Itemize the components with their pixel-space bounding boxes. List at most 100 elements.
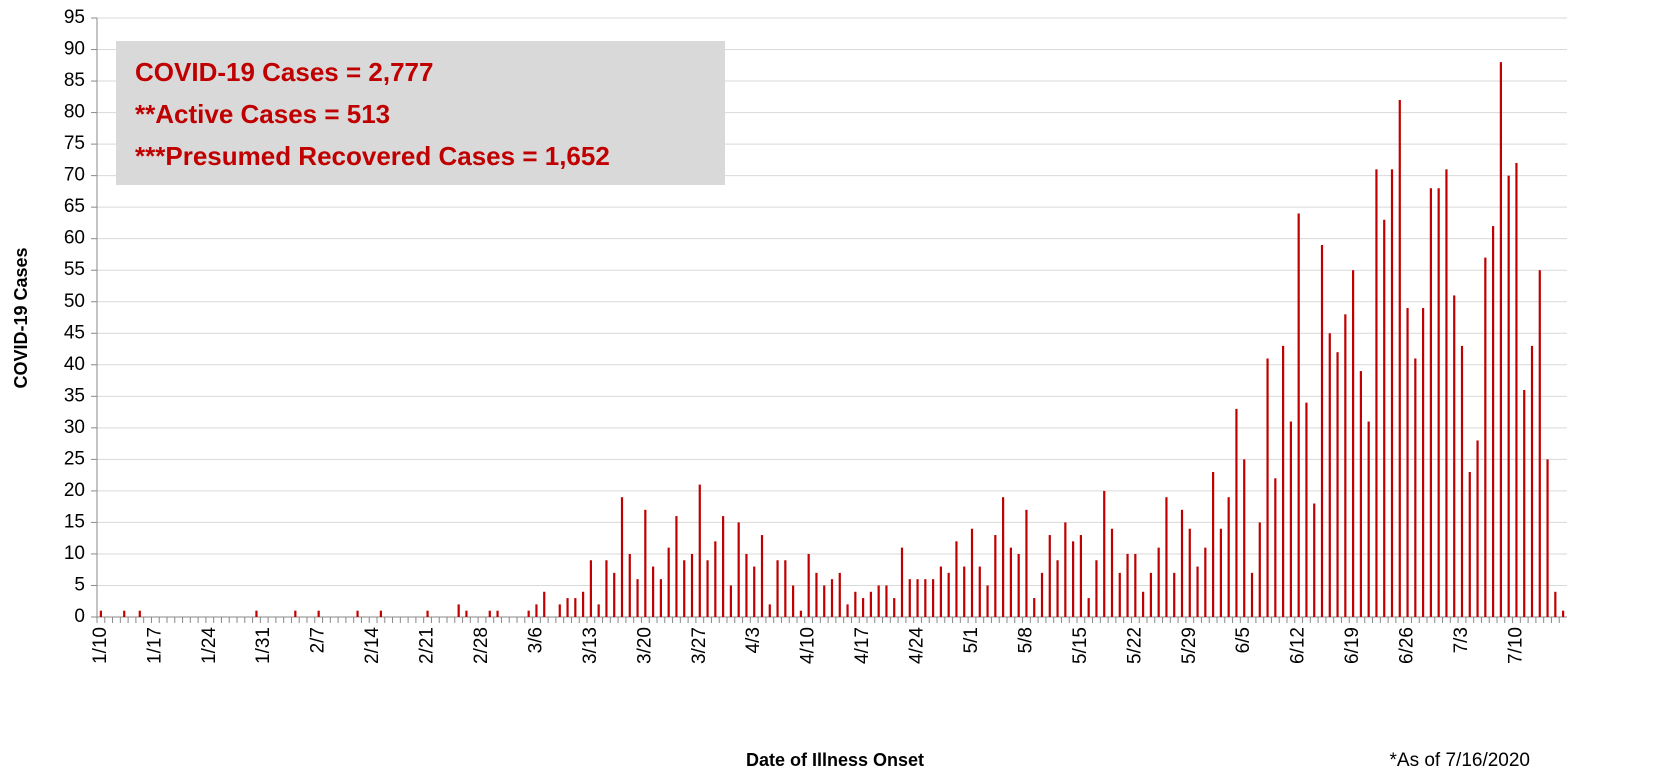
bar [854,591,857,617]
bar [1460,345,1464,617]
x-tick-label: 1/31 [253,627,274,664]
bar [970,528,974,617]
x-tick-label: 4/3 [743,627,764,653]
bar [1414,358,1417,617]
bar [823,585,826,617]
bar [317,610,320,617]
bar [1180,509,1184,617]
bar [714,541,717,617]
bar [737,522,740,617]
bar [1359,371,1362,617]
bar [1188,528,1191,617]
x-tick-label: 5/22 [1124,627,1145,664]
bar [1515,163,1518,617]
bar [799,610,802,617]
bar [613,572,616,617]
x-tick-label: 4/10 [798,627,819,664]
bar [706,560,709,617]
bar [1538,270,1541,617]
bar [939,566,942,617]
bar [698,484,701,617]
bar [1468,471,1471,617]
y-tick-label: 40 [64,354,85,375]
bar [1009,547,1012,617]
bar [963,566,966,617]
bar [1258,522,1261,617]
bar [722,516,725,617]
y-tick-label: 0 [74,606,85,627]
bar [776,560,779,617]
bar [760,535,764,617]
bar [1484,257,1487,617]
bar [589,560,592,617]
x-tick-label: 3/13 [580,627,601,664]
y-tick-label: 65 [64,196,85,217]
bar [1087,598,1090,617]
y-tick-label: 10 [64,543,85,564]
bar [1149,572,1152,617]
bar [675,516,678,617]
y-tick-label: 25 [64,448,85,469]
y-tick-label: 60 [64,228,85,249]
y-axis-title: COVID-19 Cases [11,247,31,388]
x-tick-label: 2/14 [362,627,383,664]
bar [690,553,694,617]
bar [1530,345,1534,617]
bar [807,553,810,617]
bar [924,579,927,617]
y-tick-label: 20 [64,480,85,501]
bar [1095,560,1098,617]
bar [947,572,950,617]
bar [838,572,841,617]
bar [1266,358,1269,617]
bar [1196,566,1199,617]
bar [1328,333,1331,617]
y-tick-label: 85 [64,70,85,91]
bar [846,604,849,617]
x-axis-title: Date of Illness Onset [746,750,924,770]
x-tick-label: 3/6 [525,627,546,653]
bar [1025,509,1028,617]
bar [1492,226,1495,618]
bar [1429,188,1432,617]
bar [1250,572,1254,617]
bar [465,610,468,617]
footnote: *As of 7/16/2020 [1390,750,1531,771]
bar [1344,314,1347,617]
bar [1056,560,1059,617]
bar [753,566,756,617]
x-tick-label: 7/3 [1451,627,1472,653]
bar [1040,572,1044,617]
y-tick-label: 5 [74,574,85,595]
bar [1289,421,1292,617]
bar [379,610,382,617]
bar [1398,99,1401,617]
bar [597,604,600,617]
bar [558,604,561,617]
bar [667,547,670,617]
annotation: **Active Cases = 513 [135,99,390,129]
x-tick-label: 2/21 [417,627,438,664]
bar [1173,572,1176,617]
bar [652,566,655,617]
bar [1367,421,1370,617]
bar [900,547,904,617]
bar [1336,352,1339,617]
y-tick-label: 45 [64,322,85,343]
bar [1126,553,1129,617]
bar [1212,471,1215,617]
bar [426,610,429,617]
bar [862,598,865,617]
bar [123,610,126,617]
bar [1453,295,1456,617]
bar [1048,535,1051,617]
y-tick-label: 50 [64,291,85,312]
y-tick-label: 30 [64,417,85,438]
x-tick-label: 6/5 [1233,627,1254,653]
bar [582,591,585,617]
bar [1079,535,1082,617]
bar [784,560,787,617]
y-tick-label: 70 [64,165,85,186]
y-tick-label: 75 [64,133,85,154]
bar [683,560,686,617]
